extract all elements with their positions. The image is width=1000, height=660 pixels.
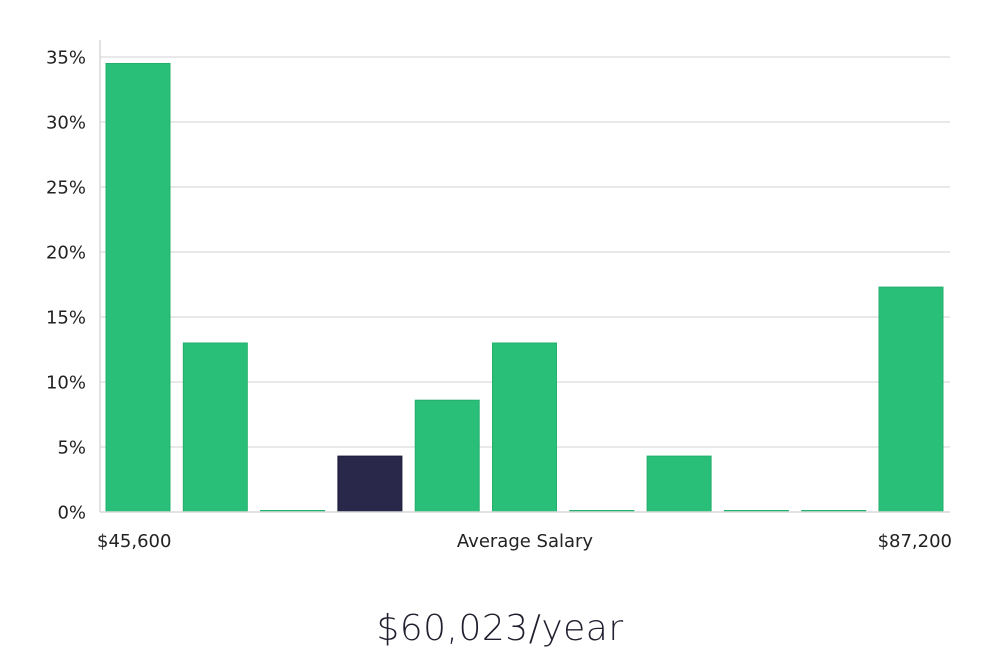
x-min-label: $45,600	[97, 531, 171, 552]
bar-highlighted	[337, 455, 403, 513]
bar	[414, 399, 480, 513]
y-tick-label: 0%	[57, 503, 86, 524]
bar	[105, 63, 171, 513]
x-axis-title: Average Salary	[457, 531, 594, 552]
y-tick-label: 10%	[46, 373, 86, 394]
bars	[105, 63, 944, 513]
y-tick-label: 15%	[46, 308, 86, 329]
bar	[182, 342, 248, 513]
axes	[99, 40, 950, 513]
y-tick-label: 5%	[57, 438, 86, 459]
bar	[646, 455, 712, 513]
salary-chart: 0% 5% 10% 15% 20% 25% 30% 35% $45,600 Average S…	[46, 40, 952, 552]
y-tick-label: 30%	[46, 113, 86, 134]
bar	[492, 342, 557, 513]
salary-histogram: 0% 5% 10% 15% 20% 25% 30% 35% $45,600 Average S…	[46, 40, 952, 552]
x-labels: $45,600 Average Salary $87,200	[97, 531, 952, 552]
y-tick-label: 25%	[46, 178, 86, 199]
y-tick-label: 35%	[46, 48, 86, 69]
average-salary-value: $60,023/year	[376, 608, 624, 649]
y-tick-label: 20%	[46, 243, 86, 264]
x-max-label: $87,200	[878, 531, 952, 552]
y-tick-labels: 0% 5% 10% 15% 20% 25% 30% 35%	[46, 48, 86, 524]
bar	[878, 286, 944, 513]
